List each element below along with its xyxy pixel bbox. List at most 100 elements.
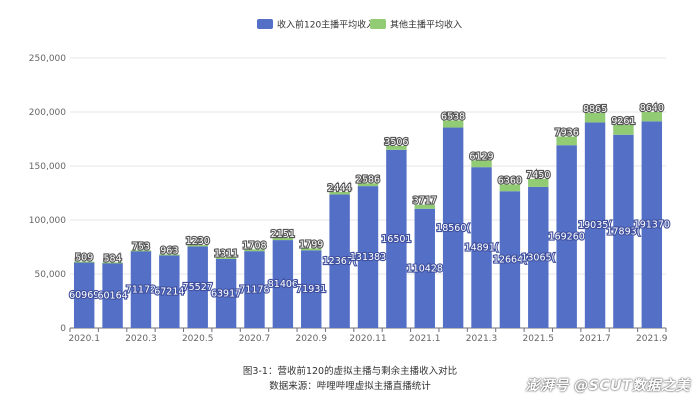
bar-top120-income — [73, 262, 95, 328]
data-label-other: 1708 — [242, 240, 266, 251]
data-label-other: 9261 — [611, 116, 635, 127]
legend-label-other: 其他主播平均收入 — [390, 19, 462, 31]
bar-top120-income — [329, 194, 350, 328]
data-label-top120: 19035( — [578, 220, 612, 231]
data-label-top120: 12367( — [323, 256, 357, 267]
data-label-other: 1799 — [299, 239, 323, 250]
bar-top120-income — [414, 208, 435, 328]
bar-other-income — [442, 120, 464, 128]
legend-swatch-other — [370, 19, 386, 29]
data-label-top120: 131383 — [350, 252, 386, 263]
bar-other-income — [130, 250, 152, 252]
data-label-other: 7450 — [526, 170, 550, 181]
y-tick-label: 0 — [60, 324, 66, 334]
bar-other-income — [499, 184, 521, 192]
bar-other-income — [301, 248, 322, 251]
data-label-top120: 17893( — [606, 226, 640, 237]
data-label-other: 1230 — [186, 236, 210, 247]
bar-other-income — [556, 136, 577, 146]
data-label-other: 1311 — [214, 249, 238, 260]
watermark-text: 澎湃号 @SCUT数据之美 — [525, 378, 690, 394]
bar-top120-income — [556, 145, 577, 328]
y-tick-label: 250,000 — [29, 54, 66, 64]
bar-other-income — [244, 249, 265, 252]
bar-top120-income — [442, 127, 464, 328]
data-label-top120: 12664( — [493, 255, 527, 266]
legend-swatch-top120 — [257, 19, 273, 29]
data-label-other: 584 — [104, 253, 122, 264]
data-label-other: 2444 — [328, 183, 352, 194]
x-tick-label: 2021.7 — [579, 334, 611, 344]
bar-other-income — [357, 183, 379, 187]
bar-other-income — [641, 111, 663, 122]
bar-top120-income — [215, 258, 237, 328]
data-label-top120: 13065( — [521, 252, 555, 263]
x-tick-label: 2020.9 — [295, 334, 327, 344]
x-tick-label: 2020.1 — [68, 334, 100, 344]
chart-caption-source: 数据来源：哔哩哔哩虚拟主播直播统计 — [269, 381, 431, 392]
data-label-other: 2586 — [356, 174, 380, 185]
data-label-other: 6538 — [441, 111, 465, 122]
bar-top120-income — [613, 134, 634, 328]
bar-top120-income — [187, 246, 208, 328]
data-label-other: 6360 — [498, 175, 522, 186]
bar-top120-income — [130, 251, 152, 328]
x-tick-label: 2021.9 — [636, 334, 668, 344]
data-label-other: 3717 — [413, 196, 437, 207]
data-label-other: 8640 — [640, 103, 664, 114]
chart-caption-title: 图3-1：营收前120的虚拟主播与剩余主播收入对比 — [242, 366, 458, 377]
data-label-top120: 71178 — [239, 285, 269, 296]
bar-top120-income — [584, 122, 606, 328]
data-label-top120: 60969 — [69, 290, 99, 301]
bar-other-income — [528, 178, 549, 187]
data-label-top120: 60164 — [97, 291, 127, 302]
bar-other-income — [584, 112, 606, 123]
bar-other-income — [329, 191, 350, 195]
bar-top120-income — [301, 250, 322, 328]
data-label-top120: 14891( — [465, 243, 499, 254]
bar-top120-income — [357, 186, 379, 328]
bar-top120-income — [102, 263, 123, 328]
x-tick-label: 2021.3 — [466, 334, 498, 344]
bar-other-income — [613, 124, 634, 135]
data-label-other: 3506 — [384, 137, 408, 148]
bar-other-income — [215, 257, 237, 259]
data-label-other: 2151 — [271, 229, 295, 240]
bar-other-income — [386, 145, 407, 150]
x-tick-label: 2020.7 — [239, 334, 271, 344]
data-label-top120: 71931 — [296, 284, 326, 295]
x-tick-label: 2020.5 — [182, 334, 214, 344]
y-tick-label: 150,000 — [29, 162, 66, 172]
x-tick-label: 2020.11 — [349, 334, 386, 344]
bar-top120-income — [386, 149, 407, 328]
data-label-top120: 67214 — [154, 287, 184, 298]
data-label-top120: 75527 — [183, 282, 213, 293]
data-label-top120: 71172 — [126, 285, 156, 296]
data-label-other: 509 — [75, 253, 93, 264]
y-tick-label: 100,000 — [29, 216, 66, 226]
bar-top120-income — [471, 167, 492, 328]
bar-other-income — [272, 237, 294, 241]
data-label-other: 7936 — [555, 128, 579, 139]
x-tick-label: 2020.3 — [125, 334, 157, 344]
y-tick-label: 50,000 — [35, 270, 67, 280]
bar-other-income — [471, 160, 492, 168]
bar-top120-income — [159, 255, 180, 328]
data-label-top120: 63917 — [211, 288, 241, 299]
data-label-other: 6129 — [469, 152, 493, 163]
data-label-other: 8865 — [583, 104, 607, 115]
data-label-other: 963 — [160, 245, 178, 256]
bar-top120-income — [272, 240, 294, 328]
legend-label-top120: 收入前120主播平均收入 — [277, 19, 375, 31]
x-tick-label: 2021.5 — [523, 334, 555, 344]
bar-other-income — [102, 262, 123, 264]
bar-other-income — [159, 254, 180, 256]
bar-other-income — [414, 204, 435, 209]
bar-top120-income — [244, 251, 265, 328]
bar-top120-income — [499, 191, 521, 328]
data-label-other: 753 — [132, 241, 150, 252]
data-label-top120: 191370 — [634, 220, 670, 231]
bar-other-income — [73, 261, 95, 263]
data-label-top120: 81406 — [268, 279, 298, 290]
